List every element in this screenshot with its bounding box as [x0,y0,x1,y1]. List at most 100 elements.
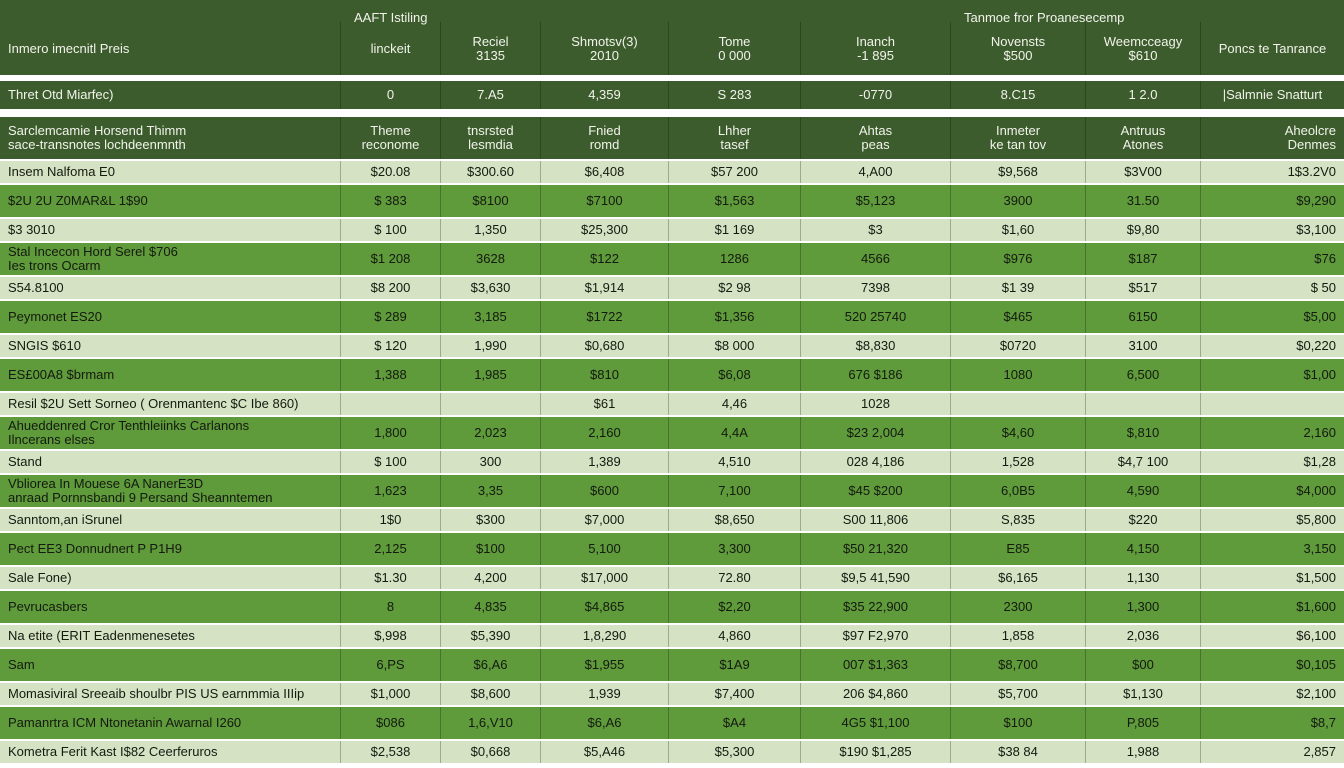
cell-text: Ahueddenred Cror Tenthleiinks Carlanons … [8,418,250,447]
table-cell: $ 50 [1200,277,1344,299]
table-cell: $3,100 [1200,219,1344,241]
cell-text: peas [861,137,890,152]
cell-text: $610 [1128,47,1158,63]
cell-text: $8100 [472,193,509,208]
cell-text: $300 [476,512,505,527]
table-cell: 4,510 [668,451,800,473]
table-cell: $100 [950,707,1085,739]
table-cell: $3V00 [1085,161,1200,183]
table-cell: $190 $1,285 [800,741,950,763]
cell-text: $1,60 [1001,222,1035,237]
table-cell: 1080 [950,359,1085,391]
cell-text: Momasiviral Sreeaib shoulbr PIS US earnm… [8,686,305,701]
cell-text: 3,300 [718,541,751,556]
row-band [0,533,1344,565]
table-cell: $8,7 [1200,707,1344,739]
table-cell: 6,0B5 [950,475,1085,507]
cell-text: S,835 [1001,512,1035,527]
table-cell: |Salmnie Snatturt [1200,81,1344,109]
cell-text: -1 895 [857,47,894,63]
cell-text: $1 169 [714,222,755,237]
cell-text: 1,6,V10 [468,715,513,730]
table-cell [340,393,440,415]
table-cell: 1,528 [950,451,1085,473]
cell-text: 2,160 [588,425,621,440]
table-cell: 1,985 [440,359,540,391]
cell-text: $8,650 [714,512,755,527]
cell-text: $1A9 [719,657,750,672]
cell-text: 4G5 $1,100 [841,715,910,730]
table-cell: $4,7 100 [1085,451,1200,473]
cell-text: $ 100 [374,454,407,469]
cell-text: $1,955 [584,657,625,672]
cell-text: $ 120 [374,338,407,353]
table-cell: 3,185 [440,301,540,333]
table-cell: 1$0 [340,509,440,531]
table-cell: 4,860 [668,625,800,647]
cell-text: $25,300 [581,222,628,237]
cell-text: 1,990 [474,338,507,353]
table-cell: 0 [340,81,440,109]
cell-text: 6150 [1128,309,1158,324]
cell-text: $5,A46 [583,744,626,759]
table-cell: 1 2.0 [1085,81,1200,109]
table-cell: Aheolcre Denmes [1200,117,1344,159]
table-cell: $17,000 [540,567,668,589]
table-cell: Vbliorea In Mouese 6A NanerE3D anraad Po… [0,475,340,507]
cell-text: 1,130 [1126,570,1160,585]
table-cell: $6,408 [540,161,668,183]
table-cell: $,810 [1085,417,1200,449]
cell-text: $5,390 [470,628,511,643]
table-cell: $A4 [668,707,800,739]
cell-text: 2010 [590,47,619,63]
cell-text: $5,800 [1296,512,1336,527]
cell-text: 6,500 [1126,367,1160,382]
table-cell: 1,8,290 [540,625,668,647]
cell-text: $1,914 [584,280,625,295]
cell-text: tasef [720,137,749,152]
table-cell: Sanntom,an iSrunel [0,509,340,531]
table-cell: Reciel 3135 [440,22,540,75]
cell-text: $1,600 [1296,599,1336,614]
cell-text: $8,600 [470,686,511,701]
table-cell: Peymonet ES20 [0,301,340,333]
table-cell: $8,650 [668,509,800,531]
table-cell: $1.30 [340,567,440,589]
row-band [0,161,1344,183]
cell-text: 206 $4,860 [842,686,909,701]
table-cell: $1,00 [1200,359,1344,391]
table-cell: Resil $2U Sett Sorneo ( Orenmantenc $C I… [0,393,340,415]
table-cell: $1 169 [668,219,800,241]
table-cell: 007 $1,363 [800,649,950,681]
row-band [0,277,1344,299]
cell-text: 676 $186 [848,367,903,382]
table-cell: $1 39 [950,277,1085,299]
table-cell: 4,835 [440,591,540,623]
cell-text: $2 98 [718,280,751,295]
cell-text: 6,PS [376,657,405,672]
cell-text: 1,939 [588,686,621,701]
table-cell: Sarclemcamie Horsend Thimm sace-transnote… [0,117,340,159]
table-cell: 4566 [800,243,950,275]
table-cell: $1 208 [340,243,440,275]
table-cell: $61 [540,393,668,415]
cell-text: $187 [1128,251,1158,266]
cell-text: $1 208 [370,251,411,266]
table-cell: $1,563 [668,185,800,217]
cell-text: 3,35 [477,483,504,498]
cell-text: $7,000 [584,512,625,527]
cell-text: Fnied [588,123,621,138]
cell-text: 1,988 [1126,744,1160,759]
cell-text: $50 21,320 [842,541,909,556]
table-cell: 1028 [800,393,950,415]
cell-text: 1$0 [379,512,402,527]
cell-text: 3135 [476,47,505,63]
table-cell: Theme reconome [340,117,440,159]
table-cell: S 283 [668,81,800,109]
cell-text: 007 $1,363 [842,657,909,672]
cell-text: Thret Otd Miarfec) [8,87,114,102]
cell-text: 8 [386,599,395,614]
cell-text: $57 200 [711,164,758,179]
table-cell: $1,60 [950,219,1085,241]
cell-text: P,805 [1126,715,1160,730]
